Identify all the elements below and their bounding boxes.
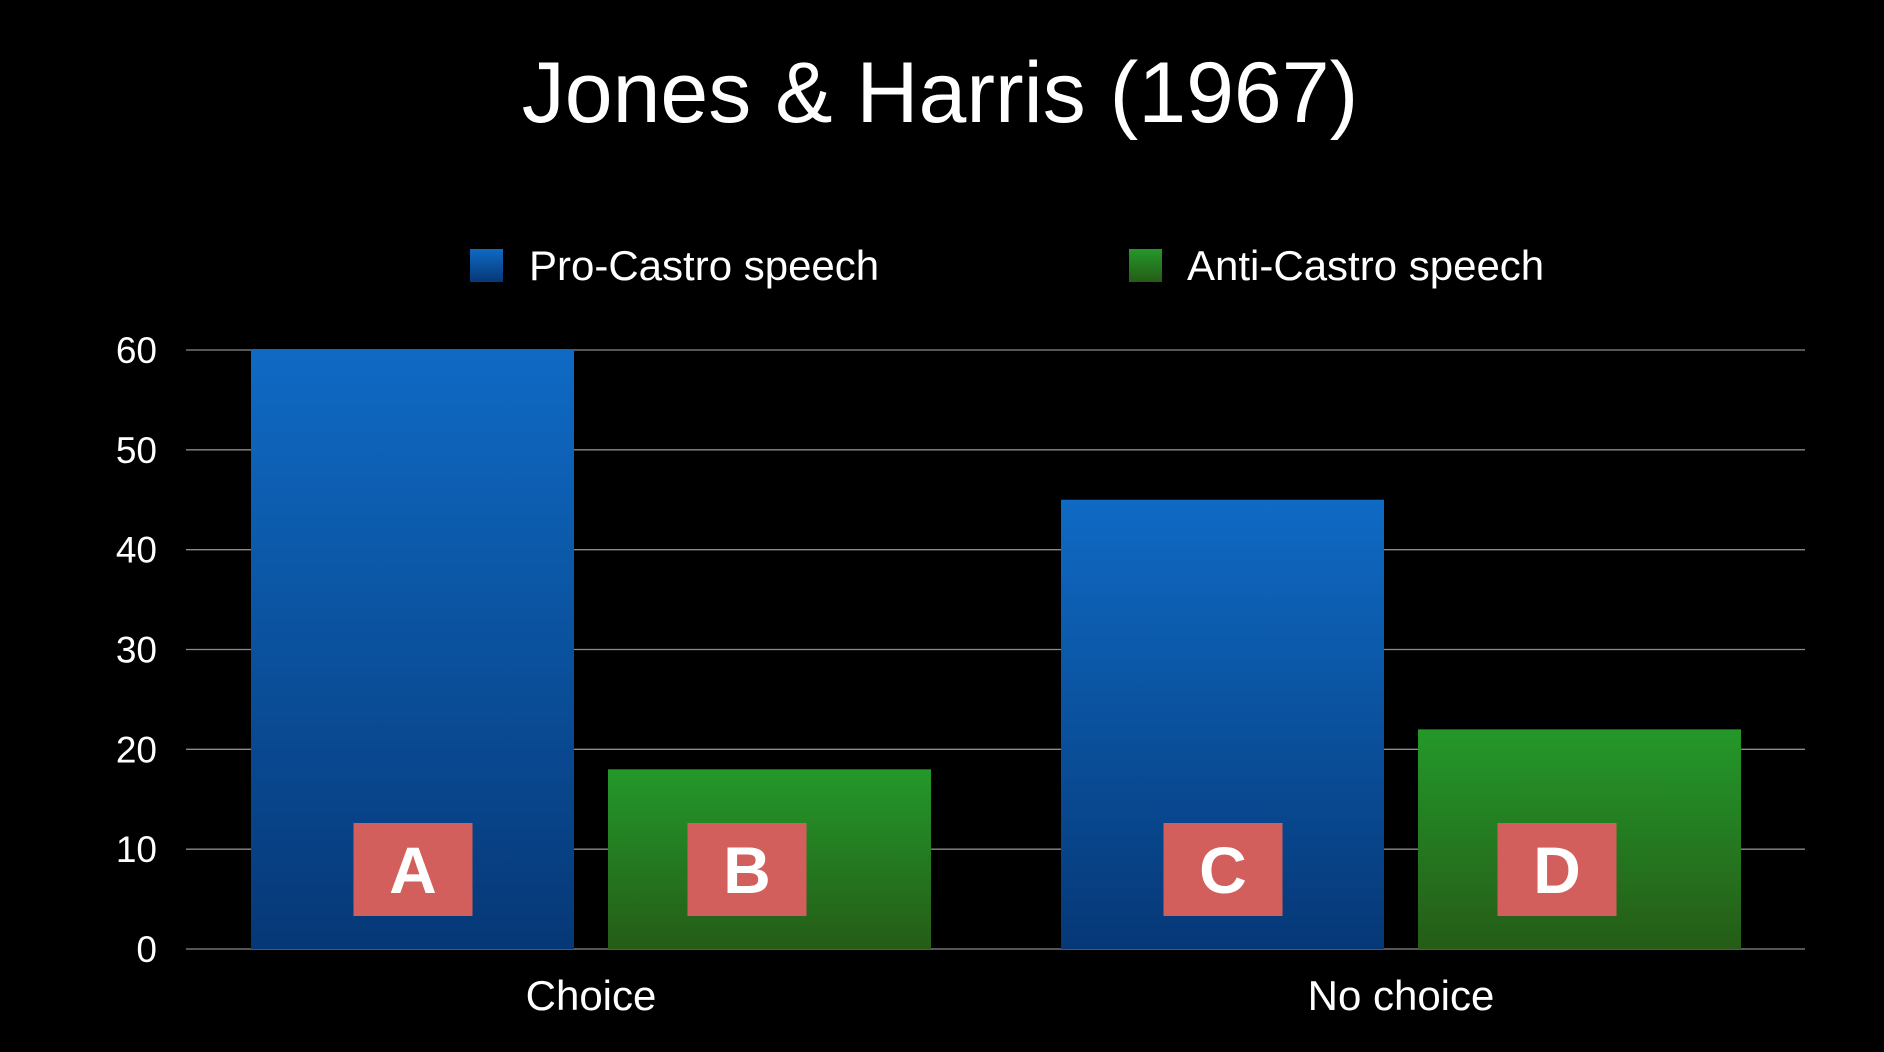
condition-label-box <box>687 823 807 916</box>
y-tick-label: 20 <box>116 729 157 770</box>
legend-label: Anti-Castro speech <box>1187 242 1544 289</box>
y-axis-ticks: 0 10 20 30 40 50 60 <box>116 330 157 970</box>
condition-label: A <box>389 833 437 907</box>
condition-label-box <box>1497 823 1617 916</box>
legend-label: Pro-Castro speech <box>529 242 879 289</box>
y-tick-label: 10 <box>116 829 157 870</box>
condition-label-box <box>353 823 473 916</box>
y-tick-label: 50 <box>116 430 157 471</box>
chart-title: Jones & Harris (1967) <box>522 45 1358 141</box>
condition-label-box <box>1163 823 1283 916</box>
y-tick-label: 30 <box>116 630 157 671</box>
legend-swatch <box>470 249 503 282</box>
x-category-label: No choice <box>1308 972 1495 1019</box>
legend: Pro-Castro speech Anti-Castro speech <box>470 242 1544 289</box>
legend-swatch <box>1129 249 1162 282</box>
bars: A B C D <box>251 350 1741 949</box>
condition-label: B <box>723 833 771 907</box>
condition-label: D <box>1533 833 1581 907</box>
condition-label: C <box>1199 833 1247 907</box>
x-category-label: Choice <box>526 972 657 1019</box>
y-tick-label: 40 <box>116 530 157 571</box>
x-axis-labels: Choice No choice <box>526 972 1495 1019</box>
y-tick-label: 60 <box>116 330 157 371</box>
y-tick-label: 0 <box>136 929 157 970</box>
